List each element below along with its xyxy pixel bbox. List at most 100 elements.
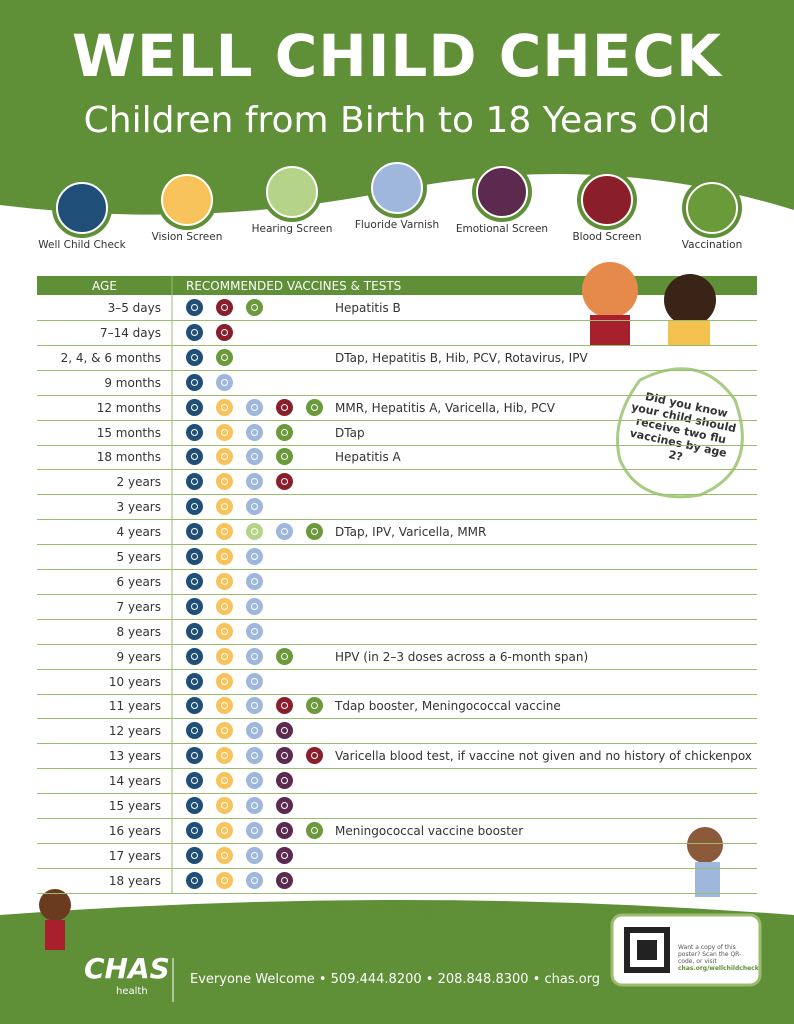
screen-icon	[186, 772, 203, 790]
table-row: 18 months Hepatitis A	[37, 444, 757, 471]
qr-text: Want a copy of this poster? Scan the QR-…	[678, 944, 759, 972]
screen-icon	[276, 448, 293, 466]
table-row: 5 years	[37, 544, 757, 570]
recommendation: DTap, IPV, Varicella, MMR	[335, 525, 487, 540]
table-header: RECOMMENDED VACCINES & TESTS	[186, 279, 402, 293]
screen-icon	[216, 423, 233, 441]
screen-icon	[276, 797, 293, 814]
recommendation: MMR, Hepatitis A, Varicella, Hib, PCV	[335, 400, 555, 415]
qr-text: Want a copy of this poster? Scan the QR-…	[678, 944, 742, 965]
screen-icon	[276, 747, 293, 765]
screen-icon	[216, 772, 233, 790]
screen-icon	[216, 572, 233, 590]
screen-icon	[186, 498, 203, 516]
screen-icon	[186, 423, 203, 441]
age: 12 months	[96, 400, 161, 415]
table-row: 7–14 days	[37, 320, 757, 346]
recommendation: Hepatitis A	[335, 450, 401, 465]
age: 15 years	[108, 799, 161, 813]
legend-label: Blood Screen	[572, 231, 642, 243]
screen-icon	[216, 622, 233, 640]
screen-icon	[306, 523, 323, 541]
legend-icon	[266, 166, 318, 218]
legend-icon	[56, 182, 108, 234]
legend-label: Well Child Check	[38, 239, 126, 251]
table-row: 6 years	[37, 569, 757, 595]
age: 5 years	[116, 550, 161, 564]
table-row: 2 years	[37, 469, 757, 496]
screen-icon	[186, 672, 203, 690]
screen-icon	[276, 423, 293, 441]
age: 18 months	[96, 450, 161, 465]
legend-label: Fluoride Varnish	[354, 219, 440, 231]
age: 14 years	[108, 774, 161, 789]
age: 6 years	[116, 574, 161, 589]
screen-icon	[246, 448, 263, 466]
screen-icon	[186, 473, 203, 491]
age: 7 years	[116, 599, 161, 614]
logo-sub: health	[116, 986, 148, 997]
legend-icon	[371, 162, 423, 214]
screen-icon	[216, 747, 233, 765]
screen-icon	[246, 523, 263, 541]
age: 10 years	[108, 674, 161, 689]
age: 4 years	[116, 525, 161, 540]
table-row: 14 years	[37, 768, 757, 795]
screen-icon	[216, 597, 233, 615]
screen-icon	[186, 523, 203, 541]
screen-icon	[246, 423, 263, 441]
screen-icon	[276, 722, 293, 740]
table-row: 7 years	[37, 594, 757, 620]
legend-label: Vaccination	[681, 239, 743, 251]
screen-icon	[186, 448, 203, 466]
table-row: 12 years	[37, 718, 757, 745]
screen-icon	[216, 323, 233, 341]
screen-icon	[216, 398, 233, 416]
screen-icon	[246, 797, 263, 814]
screen-icon	[246, 572, 263, 590]
screen-icon	[216, 672, 233, 690]
age: 9 months	[104, 375, 161, 390]
table-row: 11 years Tdap booster, Meningococcal vacc…	[37, 693, 757, 720]
screen-icon	[246, 473, 263, 491]
screen-icon	[246, 498, 263, 516]
table-row: 10 years	[37, 669, 757, 695]
screen-icon	[216, 299, 233, 316]
age: 7–14 days	[99, 325, 161, 340]
table-row: 9 months	[37, 370, 757, 396]
age: 8 years	[116, 624, 161, 639]
screen-icon	[276, 772, 293, 790]
screen-icon	[186, 797, 203, 814]
screen-icon	[186, 622, 203, 640]
screen-icon	[246, 647, 263, 665]
screen-icon	[216, 697, 233, 715]
screen-icon	[246, 722, 263, 740]
screen-icon	[246, 672, 263, 690]
screen-icon	[276, 846, 293, 864]
age: 2, 4, & 6 months	[60, 350, 161, 365]
age: 3 years	[116, 500, 161, 515]
recommendation: HPV (in 2–3 doses across a 6-month span)	[335, 649, 589, 664]
screen-icon	[186, 747, 203, 765]
contact: Everyone Welcome • 509.444.8200 • 208.84…	[190, 972, 601, 987]
table-row: 3 years	[37, 494, 757, 521]
screen-icon	[216, 348, 233, 366]
screen-icon	[186, 548, 203, 565]
screen-icon	[306, 821, 323, 839]
screen-icon	[246, 622, 263, 640]
screen-icon	[246, 871, 263, 889]
screen-icon	[216, 871, 233, 889]
table-header: AGE	[92, 279, 117, 293]
age: 11 years	[108, 699, 161, 714]
legend-icon	[476, 166, 528, 218]
screen-icon	[216, 548, 233, 565]
screen-icon	[246, 772, 263, 790]
screen-icon	[276, 697, 293, 715]
table-row: 16 years Meningococcal vaccine booster	[37, 818, 757, 844]
table-row: 17 years	[37, 843, 757, 869]
screen-icon	[216, 373, 233, 391]
screen-icon	[186, 348, 203, 366]
title: WELL CHILD CHECK	[72, 22, 722, 90]
age: 9 years	[116, 649, 161, 664]
age: 18 years	[108, 873, 161, 888]
